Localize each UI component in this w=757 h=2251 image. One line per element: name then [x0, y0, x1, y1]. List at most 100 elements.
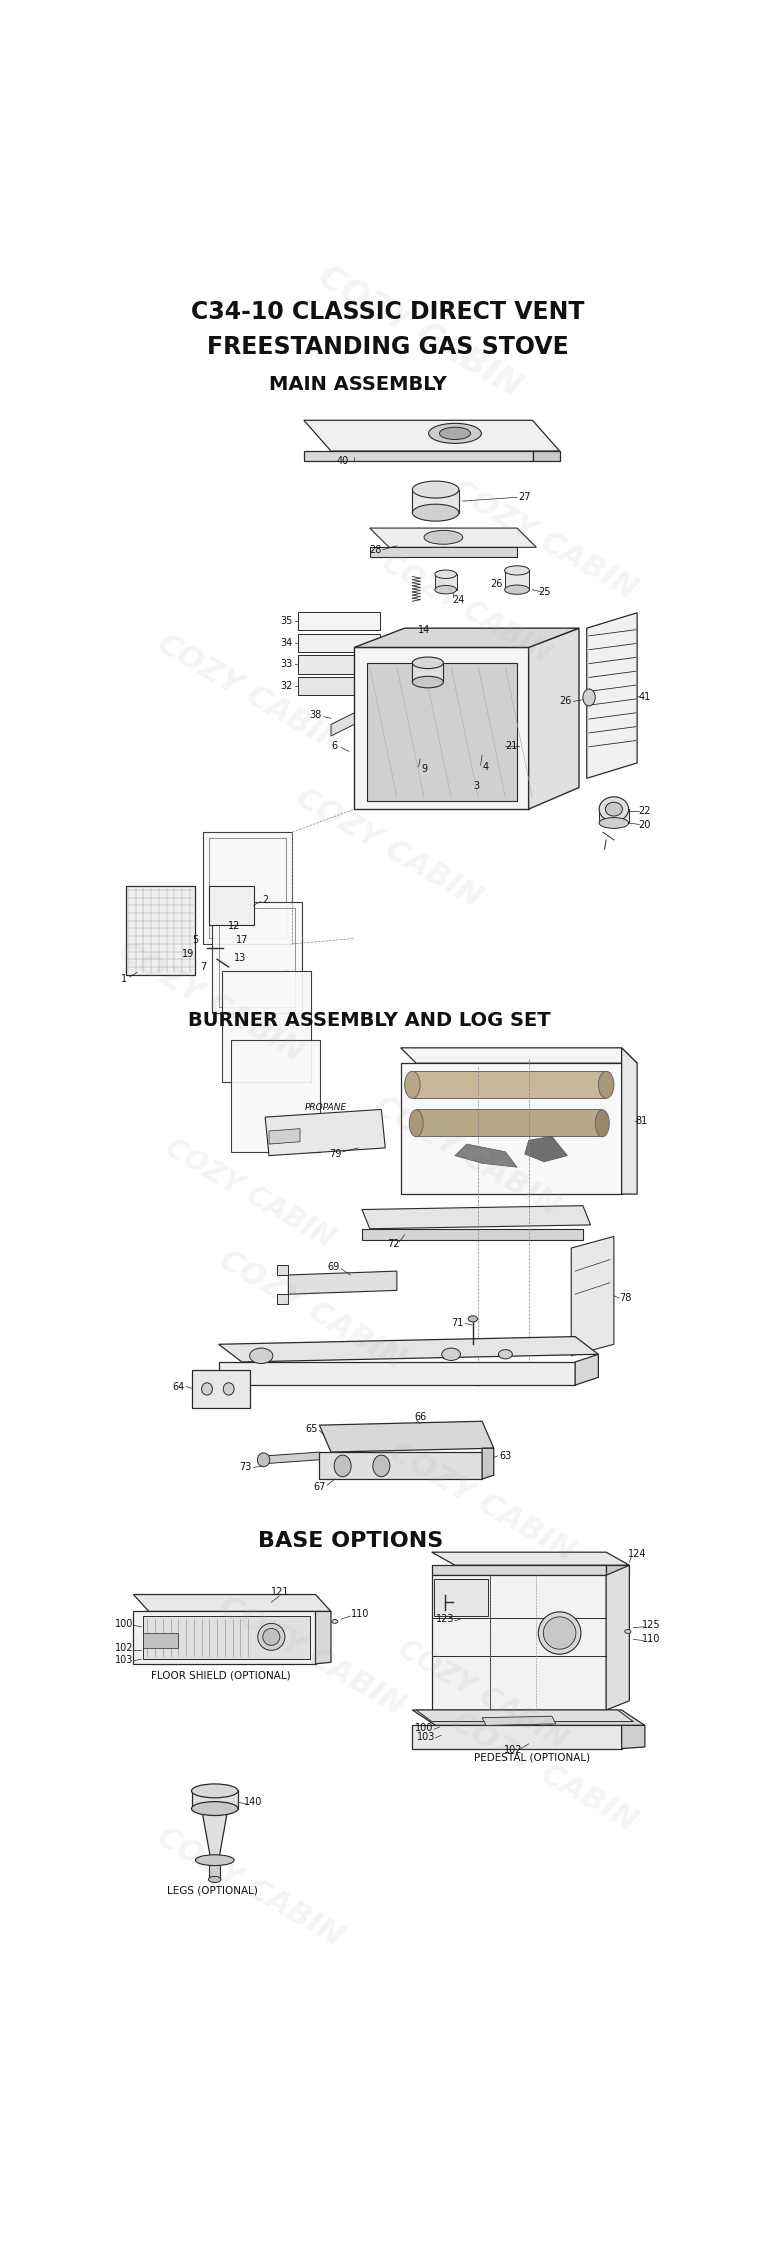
Polygon shape [265, 1110, 385, 1155]
Text: COZY CABIN: COZY CABIN [291, 783, 487, 912]
Text: 110: 110 [351, 1609, 369, 1618]
Polygon shape [413, 1711, 645, 1727]
Ellipse shape [505, 585, 529, 594]
Polygon shape [369, 529, 537, 547]
Ellipse shape [373, 1454, 390, 1477]
Text: 22: 22 [639, 806, 651, 817]
Ellipse shape [544, 1616, 576, 1650]
Ellipse shape [505, 565, 529, 574]
Text: 69: 69 [327, 1263, 339, 1272]
Polygon shape [606, 1564, 629, 1576]
Text: COZY CABIN: COZY CABIN [385, 1436, 580, 1567]
Polygon shape [319, 1420, 494, 1452]
Ellipse shape [258, 1623, 285, 1650]
Ellipse shape [334, 1454, 351, 1477]
Polygon shape [316, 1612, 331, 1663]
Text: 2: 2 [262, 896, 268, 905]
Text: 100: 100 [115, 1618, 133, 1630]
Polygon shape [413, 1071, 606, 1098]
Ellipse shape [413, 657, 444, 669]
Text: 21: 21 [506, 741, 518, 752]
Polygon shape [298, 633, 380, 653]
Text: COZY CABIN: COZY CABIN [151, 628, 347, 759]
Polygon shape [210, 887, 254, 925]
Polygon shape [201, 1808, 228, 1859]
Text: BASE OPTIONS: BASE OPTIONS [257, 1531, 443, 1551]
Text: COZY CABIN: COZY CABIN [377, 549, 556, 669]
Text: 124: 124 [628, 1549, 646, 1560]
Text: 3: 3 [473, 781, 479, 790]
Text: 103: 103 [417, 1731, 435, 1742]
Ellipse shape [195, 1855, 234, 1866]
Ellipse shape [440, 428, 471, 439]
Text: LEGS (OPTIONAL): LEGS (OPTIONAL) [167, 1886, 258, 1895]
Text: COZY CABIN: COZY CABIN [393, 1634, 572, 1754]
Polygon shape [606, 1564, 629, 1711]
Text: 35: 35 [281, 617, 293, 626]
Text: MAIN ASSEMBLY: MAIN ASSEMBLY [269, 374, 447, 394]
Polygon shape [133, 1594, 331, 1612]
Polygon shape [319, 1452, 482, 1479]
Text: 41: 41 [639, 693, 651, 702]
Polygon shape [354, 628, 579, 648]
Ellipse shape [223, 1382, 234, 1396]
Text: COZY CABIN: COZY CABIN [213, 1591, 410, 1722]
Text: 26: 26 [490, 579, 502, 590]
Polygon shape [621, 1047, 637, 1193]
Text: 34: 34 [281, 637, 293, 648]
Polygon shape [277, 1294, 288, 1303]
Text: 140: 140 [245, 1796, 263, 1808]
Polygon shape [265, 1452, 319, 1463]
Polygon shape [369, 547, 517, 556]
Text: COZY CABIN: COZY CABIN [151, 1823, 347, 1952]
Text: 81: 81 [635, 1116, 647, 1126]
Polygon shape [288, 1272, 397, 1294]
Text: FREESTANDING GAS STOVE: FREESTANDING GAS STOVE [207, 335, 569, 360]
Text: 25: 25 [538, 588, 550, 597]
Polygon shape [505, 570, 529, 590]
Polygon shape [416, 1110, 603, 1137]
Ellipse shape [625, 1630, 631, 1634]
Text: 33: 33 [281, 660, 293, 669]
Polygon shape [431, 1564, 606, 1576]
Ellipse shape [257, 1452, 269, 1468]
Text: 9: 9 [421, 763, 427, 774]
Text: 27: 27 [519, 493, 531, 502]
Ellipse shape [598, 1071, 614, 1098]
Text: 125: 125 [642, 1621, 660, 1630]
Polygon shape [413, 488, 459, 513]
Ellipse shape [428, 423, 481, 443]
Polygon shape [367, 662, 517, 801]
Polygon shape [455, 1144, 517, 1168]
Polygon shape [277, 1265, 288, 1274]
Polygon shape [298, 678, 380, 696]
Polygon shape [575, 1355, 598, 1384]
Ellipse shape [435, 570, 456, 579]
Polygon shape [231, 1040, 320, 1153]
Polygon shape [222, 970, 311, 1083]
Polygon shape [525, 1137, 568, 1162]
Polygon shape [413, 1727, 621, 1749]
Text: PEDESTAL (OPTIONAL): PEDESTAL (OPTIONAL) [475, 1754, 590, 1763]
Text: 5: 5 [192, 934, 198, 945]
Ellipse shape [424, 531, 463, 545]
Ellipse shape [413, 504, 459, 522]
Polygon shape [416, 1711, 634, 1722]
Text: FLOOR SHIELD (OPTIONAL): FLOOR SHIELD (OPTIONAL) [151, 1670, 291, 1679]
Ellipse shape [442, 1348, 460, 1360]
Polygon shape [192, 1369, 250, 1409]
Text: 78: 78 [619, 1292, 631, 1303]
Text: COZY CABIN: COZY CABIN [447, 475, 642, 606]
Text: 73: 73 [239, 1463, 252, 1472]
Ellipse shape [468, 1317, 478, 1321]
Polygon shape [213, 900, 301, 1013]
Ellipse shape [332, 1618, 338, 1623]
Text: 4: 4 [483, 761, 489, 772]
Polygon shape [362, 1229, 583, 1240]
Polygon shape [482, 1715, 556, 1727]
Text: 14: 14 [418, 626, 430, 635]
Text: 13: 13 [234, 952, 247, 963]
Ellipse shape [413, 482, 459, 497]
Polygon shape [298, 612, 380, 630]
Ellipse shape [538, 1612, 581, 1654]
